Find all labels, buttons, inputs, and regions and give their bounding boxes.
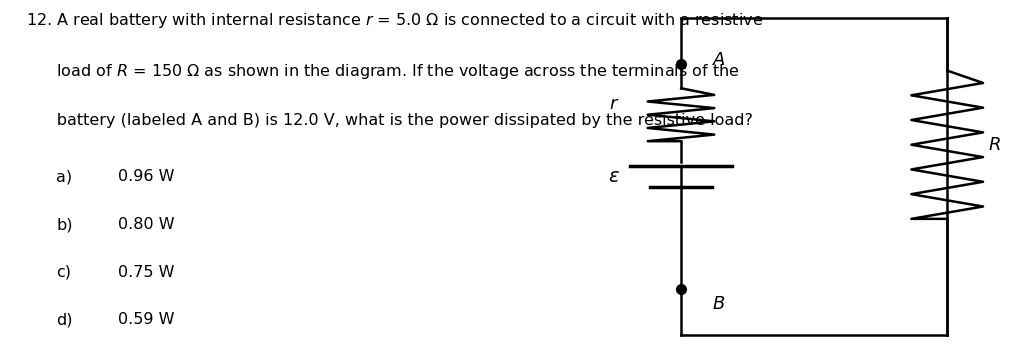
- Text: 12. A real battery with internal resistance $r$ = 5.0 Ω is connected to a circui: 12. A real battery with internal resista…: [26, 11, 763, 30]
- Text: $R$: $R$: [988, 136, 1000, 154]
- Text: b): b): [56, 217, 73, 232]
- Text: load of $R$ = 150 Ω as shown in the diagram. If the voltage across the terminals: load of $R$ = 150 Ω as shown in the diag…: [26, 62, 739, 81]
- Text: c): c): [56, 265, 72, 280]
- Text: a): a): [56, 169, 73, 184]
- Text: 0.80 W: 0.80 W: [118, 217, 174, 232]
- Text: 0.59 W: 0.59 W: [118, 312, 174, 327]
- Text: battery (labeled A and B) is 12.0 V, what is the power dissipated by the resisti: battery (labeled A and B) is 12.0 V, wha…: [26, 113, 753, 128]
- Text: $\varepsilon$: $\varepsilon$: [607, 167, 620, 186]
- Text: $r$: $r$: [609, 95, 620, 113]
- Text: $A$: $A$: [712, 51, 726, 69]
- Text: d): d): [56, 312, 73, 327]
- Text: 0.75 W: 0.75 W: [118, 265, 174, 280]
- Text: 0.96 W: 0.96 W: [118, 169, 174, 184]
- Text: $B$: $B$: [712, 295, 725, 312]
